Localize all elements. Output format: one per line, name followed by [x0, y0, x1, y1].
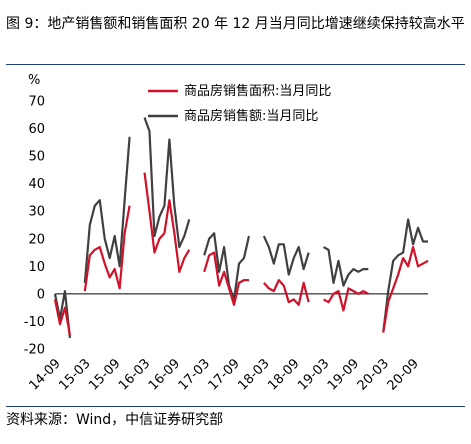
y-axis: -20 -10 0 10 20 30 40 50 60 70 [24, 95, 45, 358]
x-tick-label: 17-03 [176, 356, 213, 393]
x-tick-label: 16-03 [116, 356, 153, 393]
x-tick-label: 19-09 [325, 356, 362, 393]
x-tick-label: 19-03 [295, 356, 332, 393]
x-tick-label: 15-09 [86, 356, 123, 393]
y-tick-label: 20 [28, 232, 45, 247]
y-tick-label: -20 [24, 343, 45, 358]
x-tick-label: 15-03 [56, 356, 93, 393]
x-tick-label: 20-03 [355, 356, 392, 393]
x-tick-label: 20-09 [385, 356, 422, 393]
chart-title: 图 9：地产销售额和销售面积 20 年 12 月当月同比增速继续保持较高水平 [6, 16, 465, 32]
legend-label: 商品房销售面积:当月同比 [184, 83, 331, 99]
y-tick-label: 40 [28, 177, 45, 192]
y-tick-label: 50 [28, 150, 45, 165]
x-tick-label: 14-09 [27, 356, 64, 393]
y-tick-label: 10 [28, 260, 45, 275]
legend-label: 商品房销售额:当月同比 [184, 108, 318, 124]
x-tick-label: 18-03 [235, 356, 272, 393]
y-tick-label: 70 [28, 95, 45, 110]
x-axis: 14-0915-0315-0916-0316-0917-0317-0918-03… [27, 293, 428, 394]
top-rule [6, 64, 465, 65]
x-tick-label: 17-09 [206, 356, 243, 393]
source-note: 资料来源：Wind，中信证券研究部 [6, 412, 224, 428]
y-tick-label: -10 [24, 315, 45, 330]
bottom-rule [6, 406, 465, 407]
series-line-0 [53, 172, 429, 336]
y-tick-label: 30 [28, 205, 45, 220]
y-tick-label: 60 [28, 122, 45, 137]
series-line-1 [53, 117, 428, 339]
y-axis-unit: % [28, 73, 40, 88]
x-tick-label: 16-09 [146, 356, 183, 393]
series-lines [53, 117, 429, 339]
y-tick-label: 0 [37, 287, 45, 302]
x-tick-label: 18-09 [265, 356, 302, 393]
